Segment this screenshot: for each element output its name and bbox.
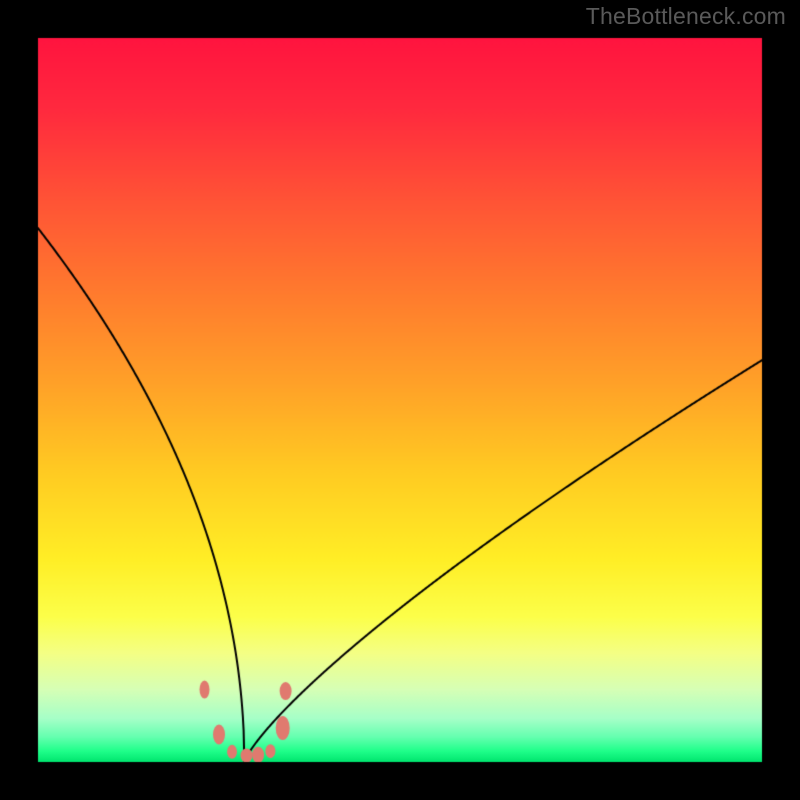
watermark-text: TheBottleneck.com <box>586 3 786 30</box>
bottleneck-chart <box>0 0 800 800</box>
